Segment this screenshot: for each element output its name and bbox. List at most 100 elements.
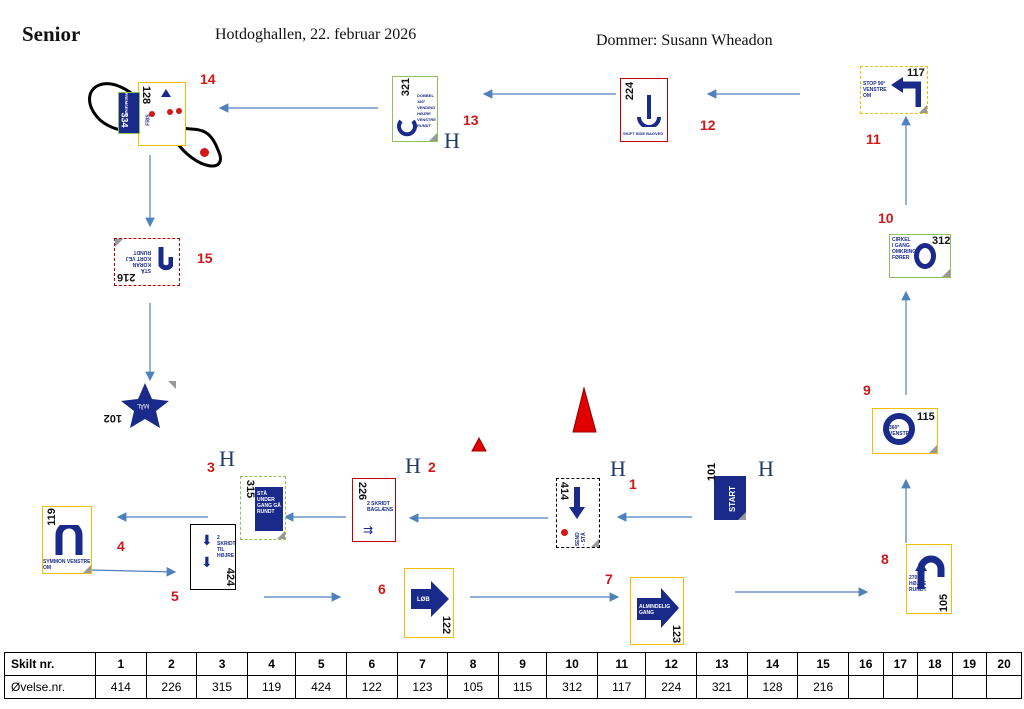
u-turn-icon [397,119,417,137]
side-switch-icon [637,95,661,127]
sign-text: CIRKEL I GANG OMKRING FØRER [892,237,917,261]
station-label-2: 2 [428,459,436,475]
sign-text: LØB [417,597,430,603]
finish-sign-label: MÅL [136,402,149,409]
table-cell: 14 [746,652,799,676]
table-cell: 312 [546,675,598,699]
sign-4: 119 SYMMON VENSTRE OM [42,506,92,574]
sign-14: 321 128 FRIS [138,82,186,146]
sign-text: 2 SKRIDT BAGLÆNS [367,501,394,513]
right-arrow-icon [411,581,449,617]
sign-8: 270° HØJRE RUNDT 105 [906,544,952,614]
sign-number: 312 [932,235,951,247]
table-cell [847,675,884,699]
sign-text: ALMINDELIG GANG [639,604,671,616]
sign-2: 226 2 SKRIDT BAGLÆNS ⇉ [352,478,396,542]
table-cell: 15 [797,652,849,676]
sign-number: 128 [140,85,153,105]
table-cell: 13 [696,652,748,676]
cone-small [471,436,487,452]
turn-right-icon [915,555,945,589]
sign-11: STOP 90° VENSTRE OM 117 [860,66,928,114]
station-label-12: 12 [700,117,716,133]
sign-14b: 334 FREMSEND [118,92,140,134]
sign-corner [738,512,746,520]
sign-corner [429,133,437,141]
station-label-9: 9 [863,382,871,398]
station-label-5: 5 [171,588,179,604]
station-label-13: 13 [463,112,479,128]
table-cell: 18 [917,652,953,676]
sign-corner [115,239,123,247]
cone-large [572,386,597,433]
sign-text: 270° HØJRE RUNDT [909,575,927,593]
sign-text: STOP 90° VENSTRE OM [863,81,887,99]
sign-number: 119 [45,508,58,526]
sign-15: STÅ KORAN KORT VEJ RUNDT 216 [114,238,180,286]
table-cell: 128 [746,675,799,699]
table-cell: 1 [95,652,147,676]
sign-text: SYMMON VENSTRE OM [43,559,91,571]
down-arrow-icon [569,487,585,519]
station-label-11: 11 [866,131,881,147]
table-cell: 5 [295,652,347,676]
sign-number: 122 [440,615,453,635]
station-label-1: 1 [629,476,637,492]
table-cell: 8 [447,652,499,676]
sign-number: 115 [917,411,935,423]
left-arrow-icon [255,487,283,531]
sign-text: STOP SEND FREM - STÅ [575,532,587,548]
sign-text: FREMSEND [124,92,130,116]
table-cell [917,675,953,699]
sign-number: 226 [356,481,369,501]
table-cell: 12 [645,652,698,676]
turn-left-icon [891,77,921,107]
sign-number: 117 [907,67,925,79]
station-label-14: 14 [200,71,216,87]
table-cell: 2 [145,652,198,676]
table-cell: 3 [196,652,248,676]
table-row: Øvelse.nr. 414 226 315 119 424 122 123 1… [4,675,1022,699]
table-cell [986,675,1022,699]
table-cell: 9 [497,652,548,676]
down-arrow-icon: ⬇ [201,534,213,549]
rotate-360-icon [883,413,915,445]
station-label-15: 15 [197,250,213,266]
table-cell: 115 [497,675,548,699]
sign-corner [591,539,599,547]
sign-corner [929,445,937,453]
table-cell: 19 [951,652,988,676]
sign-exercise-table: Skilt nr. 1 2 3 4 5 6 7 8 9 10 11 12 13 … [4,652,1022,699]
table-cell [882,675,919,699]
table-cell: 11 [596,652,647,676]
sign-text: 2 SKRIDT TIL HØJRE [217,535,236,559]
halt-marker: H [610,456,626,481]
table-cell: 117 [596,675,647,699]
sign-corner [83,565,91,573]
table-cell: 6 [345,652,398,676]
sign-text: DOBBEL 180° VENDING HØJRE VENSTRE RUNDT [417,93,436,128]
turn-icon [158,247,173,271]
station-label-7: 7 [605,571,613,587]
venue-date: Hotdoghallen, 22. februar 2026 [215,26,417,43]
halt-marker: H [405,453,421,478]
cone-icon [161,89,171,97]
sign-text: STÅ KORAN KORT VEJ RUNDT [125,249,151,273]
finish-star [121,383,169,428]
table-cell: 7 [396,652,449,676]
sign-number: 224 [624,81,637,101]
sign-10: CIRKEL I GANG OMKRING FØRER 312 [889,234,951,278]
table-cell: 216 [797,675,849,699]
sign-corner [277,531,285,539]
sign-number: 101 [706,462,719,482]
table-cell: 122 [345,675,398,699]
table-cell: 315 [196,675,248,699]
u-turn-icon [55,525,83,555]
halt-marker: H [219,446,235,471]
double-arrow-icon: ⇉ [363,523,374,537]
sign-number: 123 [670,624,683,644]
table-cell: 119 [246,675,297,699]
table-row-header: Skilt nr. [4,652,96,676]
marker-dot [149,111,155,117]
sign-12: 224 SKIFT SIDE BAGVED [620,78,668,142]
